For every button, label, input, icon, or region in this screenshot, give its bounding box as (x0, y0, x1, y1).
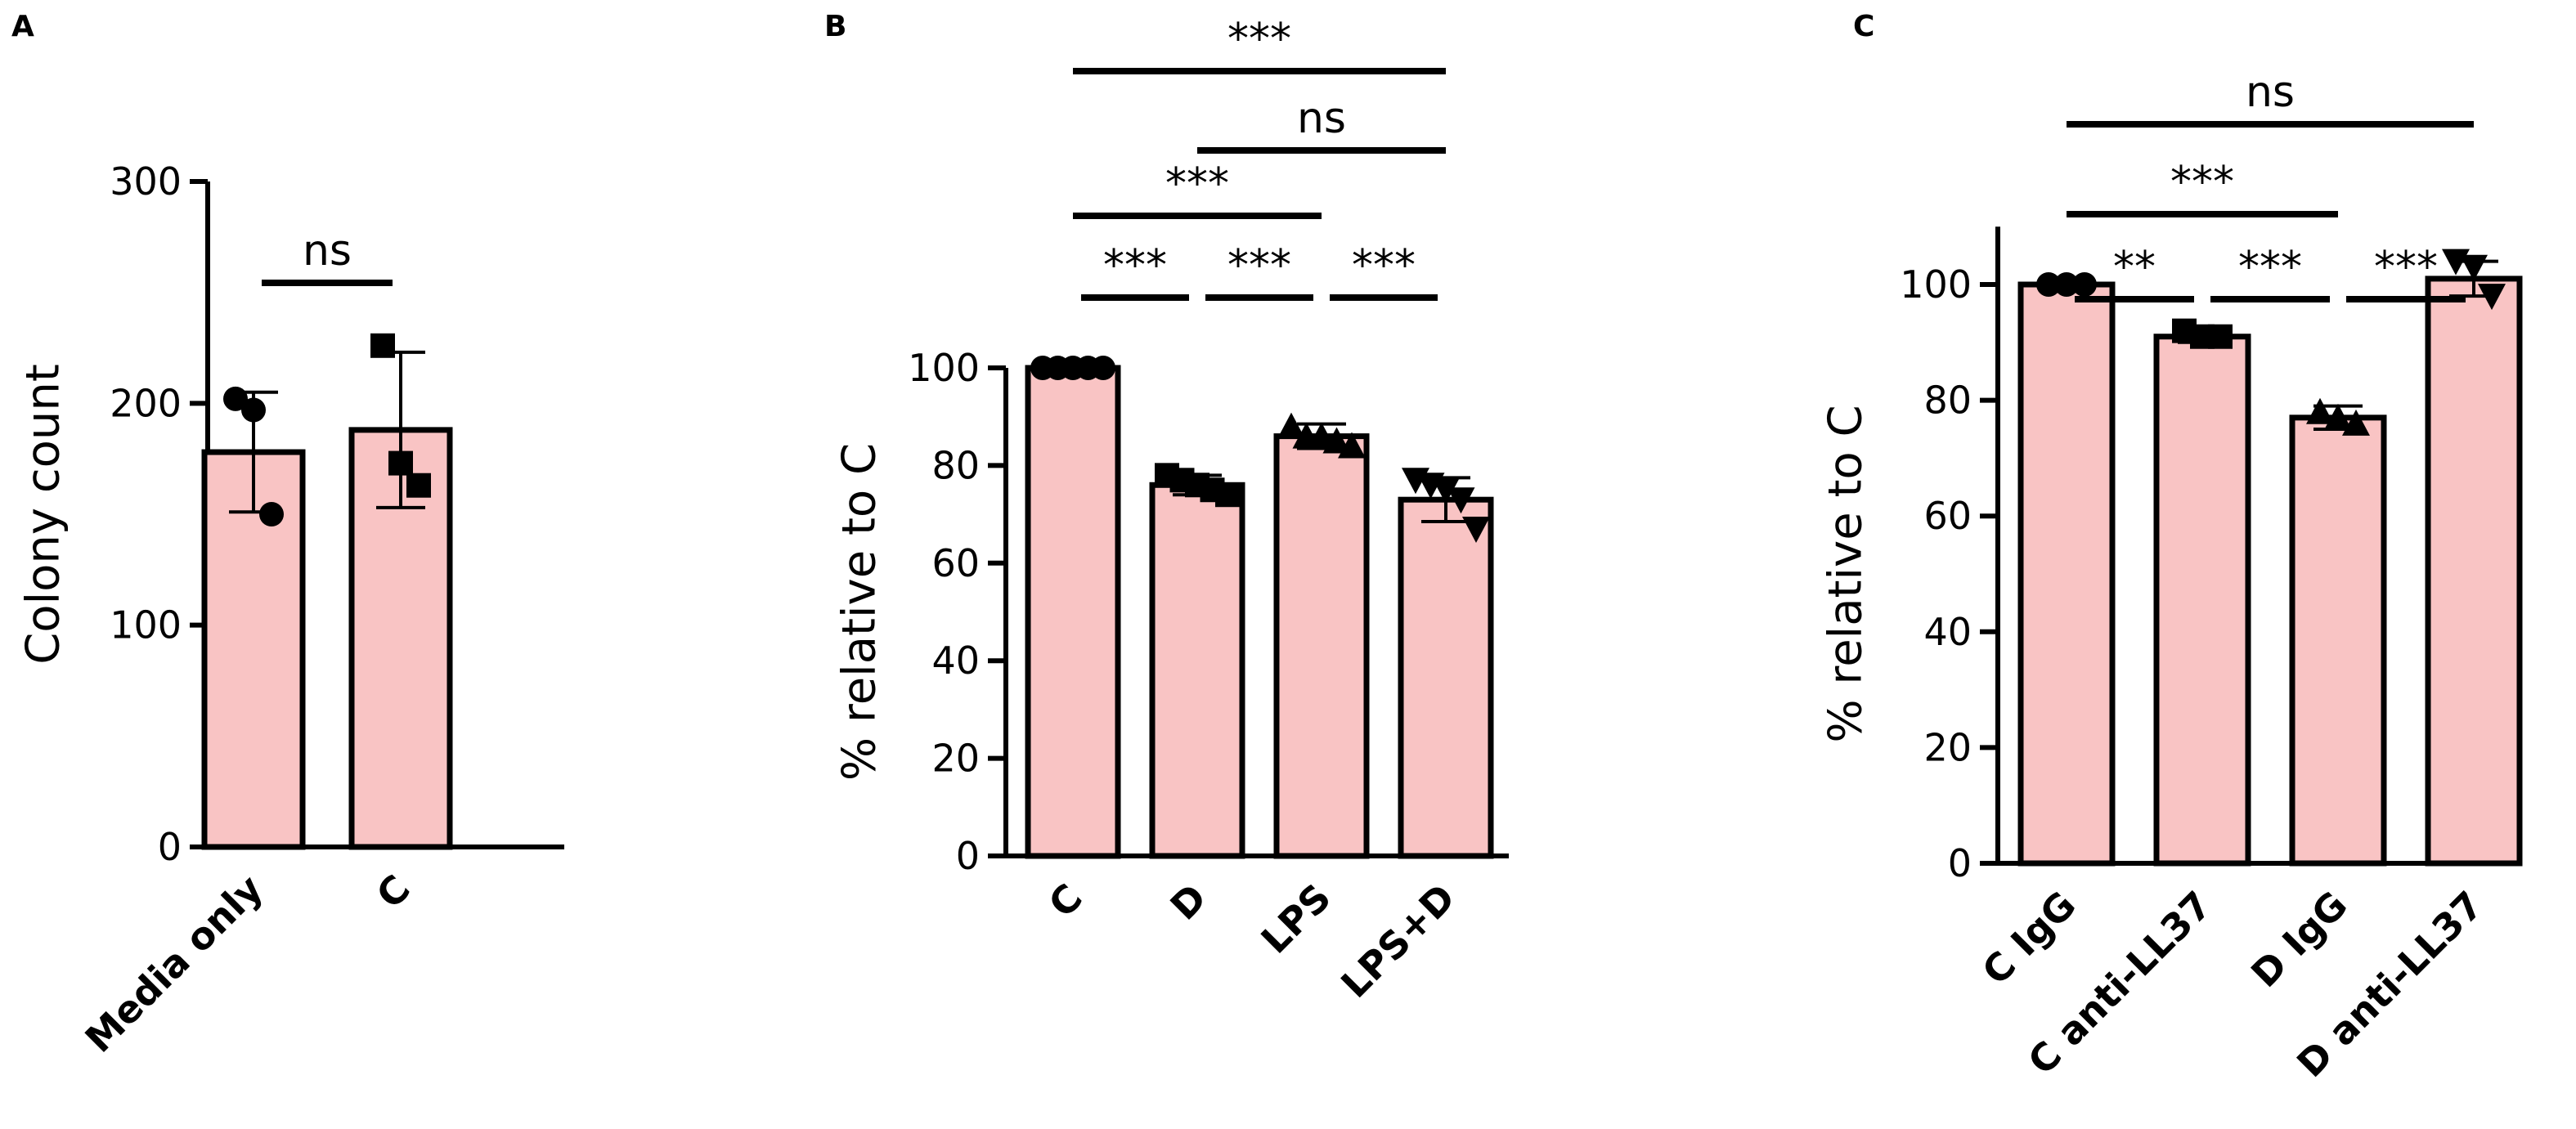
significance-label: ns (1297, 94, 1346, 143)
significance-label: *** (2238, 243, 2302, 292)
y-tick-label: 20 (1923, 725, 1972, 769)
y-tick-label: 300 (110, 159, 182, 204)
significance-label: *** (1103, 241, 1167, 290)
data-point (241, 397, 266, 423)
significance-label: *** (2170, 158, 2234, 207)
data-point (2324, 403, 2352, 430)
significance-label: *** (1352, 241, 1416, 290)
x-category-label: C (1040, 876, 1091, 926)
significance-label: *** (2374, 243, 2438, 292)
bar (1149, 482, 1245, 859)
data-point (2306, 397, 2334, 424)
y-tick-label: 0 (956, 834, 980, 878)
y-axis-title: % relative to C (833, 443, 886, 781)
significance-label: *** (1227, 15, 1291, 64)
data-point (2342, 409, 2370, 436)
significance-label: ns (303, 226, 352, 276)
x-category-label: C IgG (1973, 883, 2084, 993)
significance-label: ** (2113, 243, 2156, 292)
panel-letter: B (824, 10, 846, 43)
bar (2153, 334, 2251, 867)
x-category-label: LPS (1253, 876, 1340, 962)
y-tick-label: 80 (931, 443, 980, 487)
y-tick-label: 200 (110, 381, 182, 425)
y-tick-label: 40 (1923, 610, 1972, 654)
data-point (1308, 422, 1335, 449)
y-tick-label: 100 (908, 346, 980, 390)
data-point (2072, 272, 2097, 297)
significance-label: *** (1165, 159, 1229, 208)
significance-label: ns (2246, 68, 2295, 117)
data-point (388, 450, 413, 476)
data-point (1091, 356, 1115, 380)
bar (1273, 433, 1370, 859)
y-axis-title: % relative to C (1820, 405, 1873, 742)
data-point (2036, 272, 2061, 297)
data-point (259, 502, 284, 526)
data-point (406, 473, 431, 498)
y-tick-label: 0 (1948, 841, 1972, 885)
data-point (1322, 427, 1351, 454)
significance-label: *** (1227, 241, 1291, 290)
panel-letter: A (11, 10, 34, 43)
y-tick-label: 0 (158, 825, 182, 869)
bar (2425, 276, 2523, 867)
y-axis-title: Colony count (17, 364, 70, 665)
x-category-label: C (368, 867, 419, 917)
y-tick-label: 40 (931, 638, 980, 683)
data-point (1447, 487, 1475, 514)
bar (2289, 414, 2387, 867)
x-category-label: Media only (77, 867, 272, 1061)
data-point (2208, 324, 2233, 349)
data-point (1215, 482, 1240, 508)
y-tick-label: 60 (1923, 494, 1972, 538)
bar (2017, 281, 2116, 867)
data-point (1338, 432, 1366, 459)
data-point (1462, 517, 1490, 544)
panel-letter: C (1853, 10, 1874, 43)
data-point (2460, 254, 2488, 281)
data-point (2054, 272, 2079, 297)
x-category-label: D (1162, 876, 1215, 929)
data-point (2478, 284, 2506, 311)
data-point (1277, 412, 1305, 439)
y-tick-label: 80 (1923, 379, 1972, 423)
y-tick-label: 100 (1900, 262, 1972, 307)
panel-a: A 0 100 200 300 Colony count Media only Cns (11, 10, 564, 1061)
bar (1025, 365, 1121, 859)
x-category-label: D IgG (2242, 883, 2356, 997)
y-tick-label: 100 (110, 603, 182, 647)
data-point (223, 386, 248, 411)
y-tick-label: 20 (931, 737, 980, 781)
data-point (1432, 477, 1460, 504)
x-category-label: LPS+D (1332, 876, 1463, 1006)
bar (1398, 496, 1494, 859)
data-point (370, 333, 395, 358)
y-tick-label: 60 (931, 541, 980, 585)
